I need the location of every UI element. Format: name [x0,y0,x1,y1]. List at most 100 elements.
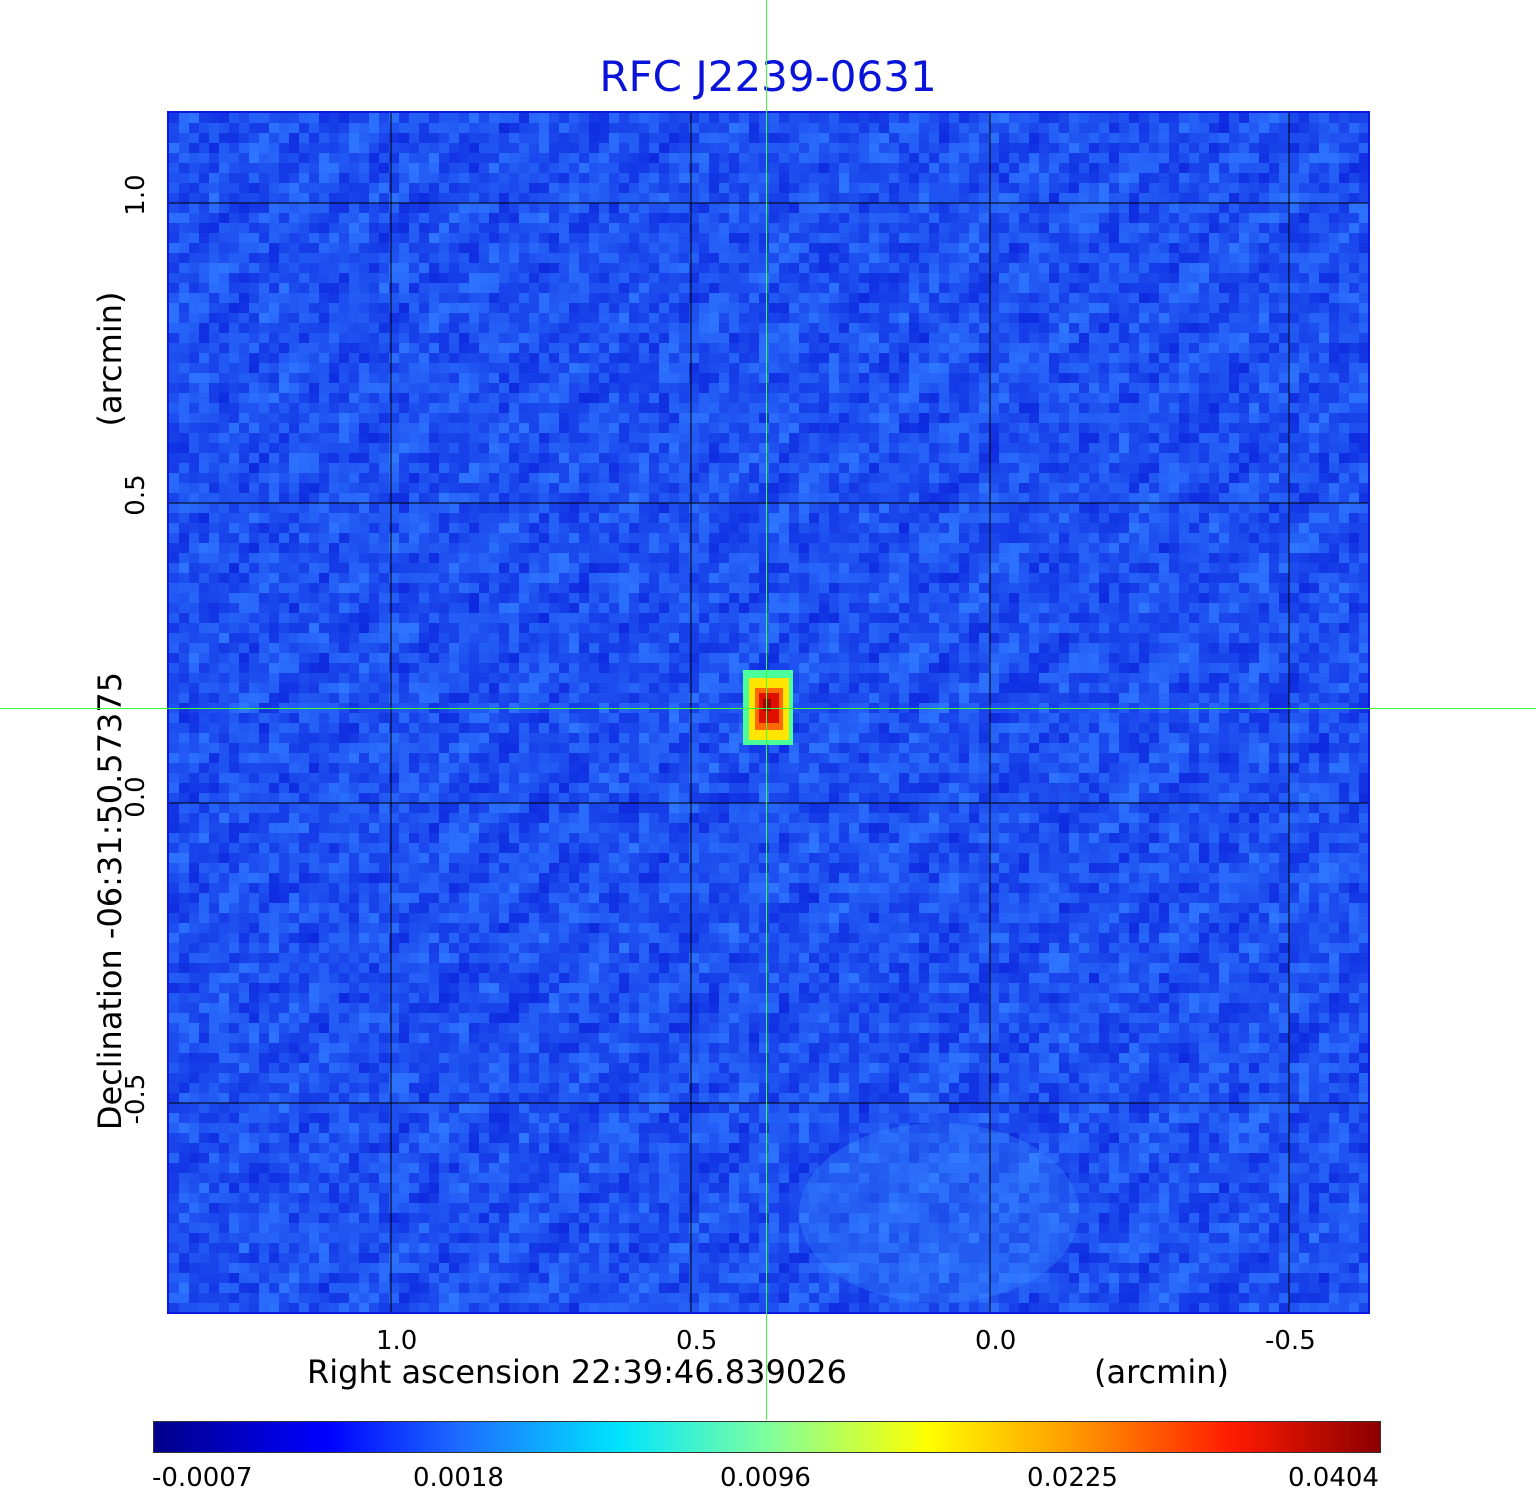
map-pixel [999,393,1009,403]
map-pixel [1189,133,1199,143]
map-pixel [1159,413,1169,423]
map-pixel [1099,463,1109,473]
map-pixel [1119,283,1129,293]
map-pixel [609,433,619,443]
map-pixel [929,163,939,173]
map-pixel [259,173,269,183]
map-pixel [879,303,889,313]
map-pixel [1169,223,1179,233]
map-pixel [1319,353,1329,363]
map-pixel [889,463,899,473]
map-pixel [929,243,939,253]
map-pixel [1299,353,1309,363]
map-pixel [399,173,409,183]
map-pixel [1279,373,1289,383]
map-pixel [369,333,379,343]
map-pixel [259,403,269,413]
map-pixel [529,213,539,223]
map-pixel [669,433,679,443]
map-pixel [949,143,959,153]
map-pixel [1339,363,1349,373]
map-pixel [489,413,499,423]
intensity-map [169,113,1368,1312]
map-pixel [749,333,759,343]
map-pixel [349,313,359,323]
map-pixel [1099,223,1109,233]
map-pixel [249,173,259,183]
map-pixel [729,133,739,143]
map-pixel [1219,453,1229,463]
map-pixel [1229,383,1239,393]
map-pixel [1029,493,1039,503]
map-pixel [1359,383,1368,393]
map-pixel [999,173,1009,183]
map-pixel [169,283,179,293]
map-pixel [349,483,359,493]
map-pixel [349,123,359,133]
map-pixel [559,123,569,133]
map-pixel [839,113,849,123]
map-pixel [319,523,329,533]
map-pixel [189,523,199,533]
map-pixel [329,143,339,153]
map-pixel [499,253,509,263]
map-pixel [1229,443,1239,453]
map-pixel [329,333,339,343]
map-pixel [699,463,709,473]
map-pixel [1319,453,1329,463]
map-pixel [1359,353,1368,363]
map-pixel [659,403,669,413]
map-pixel [499,223,509,233]
map-pixel [1009,483,1019,493]
map-pixel [439,373,449,383]
map-pixel [1319,223,1329,233]
map-pixel [1049,353,1059,363]
map-pixel [899,163,909,173]
map-pixel [699,183,709,193]
map-pixel [799,133,809,143]
map-pixel [979,453,989,463]
map-pixel [469,113,479,123]
map-pixel [1359,253,1368,263]
map-pixel [1189,313,1199,323]
map-pixel [549,273,559,283]
map-pixel [1289,263,1299,273]
map-pixel [729,233,739,243]
map-pixel [869,383,879,393]
map-pixel [1259,273,1269,283]
map-pixel [169,453,179,463]
map-pixel [999,113,1009,123]
map-pixel [1209,433,1219,443]
map-pixel [389,393,399,403]
map-pixel [1059,113,1069,123]
map-pixel [769,143,779,153]
map-pixel [1199,113,1209,123]
map-pixel [479,363,489,373]
map-pixel [409,113,419,123]
map-pixel [369,143,379,153]
map-pixel [1209,233,1219,243]
map-pixel [699,453,709,463]
map-pixel [489,393,499,403]
map-pixel [1209,493,1219,503]
map-pixel [749,303,759,313]
map-pixel [869,213,879,223]
map-pixel [859,413,869,423]
map-pixel [1139,423,1149,433]
map-pixel [839,143,849,153]
map-pixel [859,423,869,433]
map-pixel [1089,153,1099,163]
map-pixel [1019,313,1029,323]
map-pixel [279,183,289,193]
map-pixel [459,133,469,143]
map-pixel [629,233,639,243]
map-pixel [969,193,979,203]
map-pixel [819,483,829,493]
map-pixel [469,323,479,333]
map-pixel [379,443,389,453]
map-pixel [959,413,969,423]
map-pixel [1099,153,1109,163]
map-pixel [999,263,1009,273]
map-pixel [239,513,249,523]
map-pixel [209,423,219,433]
